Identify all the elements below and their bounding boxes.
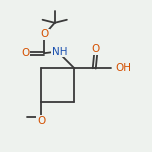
Text: OH: OH (115, 63, 131, 73)
Text: NH: NH (52, 47, 67, 57)
Text: O: O (92, 44, 100, 54)
Text: O: O (37, 116, 45, 126)
Text: O: O (41, 29, 49, 39)
Text: O: O (21, 48, 29, 58)
